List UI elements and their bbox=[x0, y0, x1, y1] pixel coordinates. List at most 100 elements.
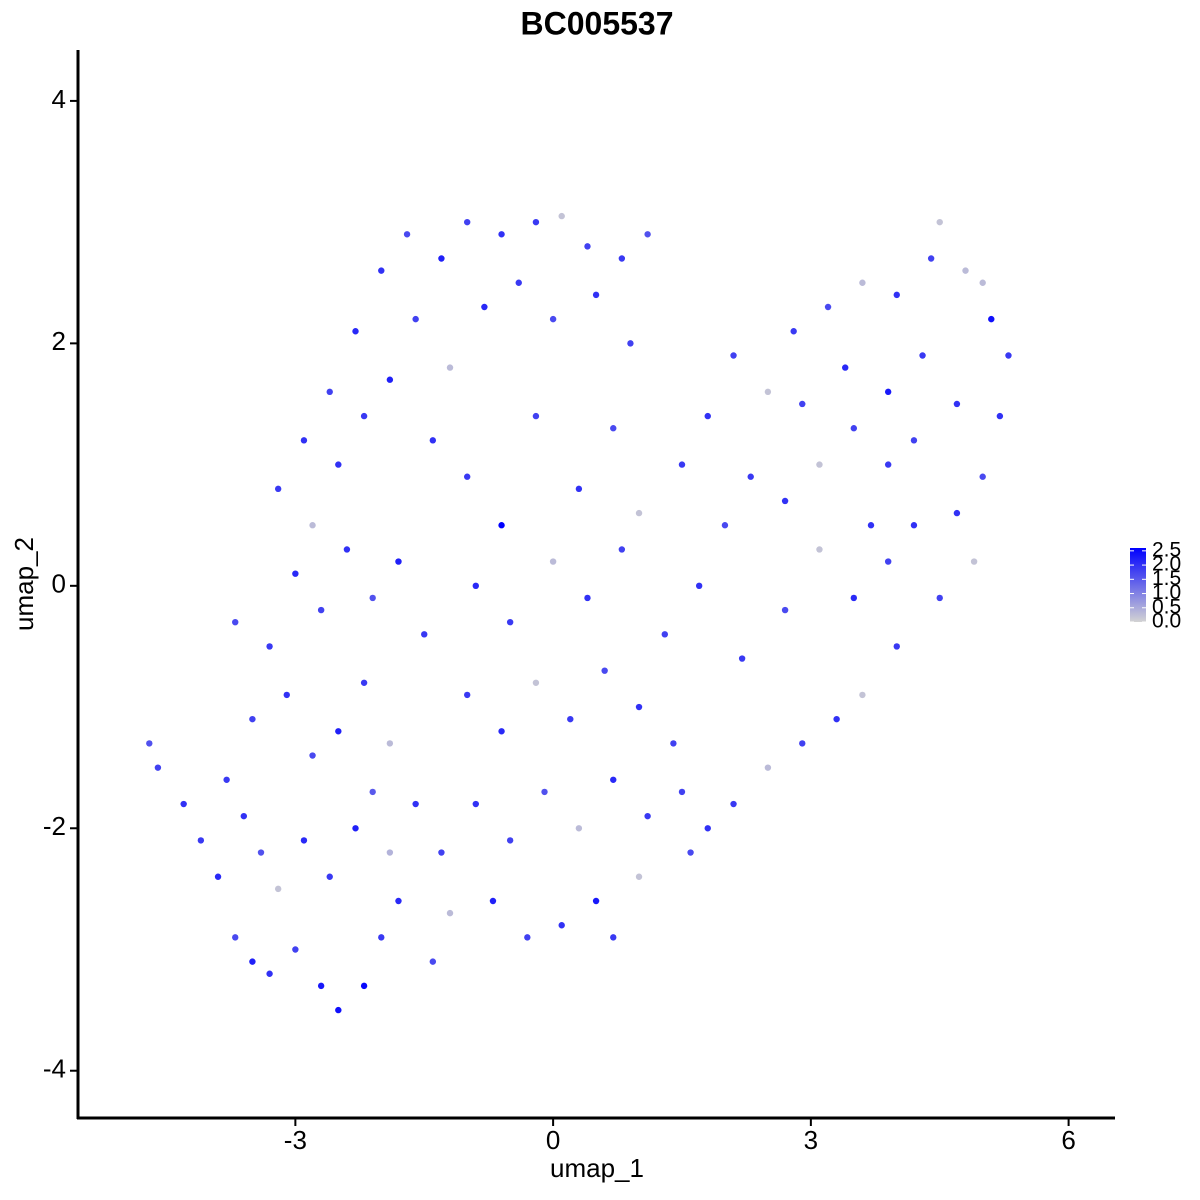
point bbox=[335, 1006, 342, 1014]
point bbox=[240, 812, 248, 820]
point bbox=[618, 546, 626, 553]
point bbox=[326, 388, 333, 396]
point bbox=[335, 728, 342, 735]
point bbox=[670, 740, 677, 747]
point bbox=[352, 328, 359, 335]
point bbox=[343, 546, 351, 553]
point bbox=[532, 218, 540, 226]
point bbox=[532, 412, 540, 420]
point bbox=[644, 231, 651, 238]
colorbar bbox=[1130, 548, 1146, 622]
point bbox=[386, 376, 394, 383]
point bbox=[257, 849, 265, 856]
point bbox=[549, 558, 557, 565]
point bbox=[575, 825, 583, 832]
point bbox=[403, 231, 411, 238]
point bbox=[610, 776, 617, 783]
point bbox=[498, 522, 505, 529]
point bbox=[266, 970, 273, 977]
colorbar-label: 1.5 bbox=[1152, 567, 1181, 590]
point bbox=[1005, 352, 1012, 359]
point bbox=[146, 740, 153, 747]
point bbox=[283, 691, 290, 699]
point bbox=[395, 558, 402, 565]
y-tick-label: 4 bbox=[52, 84, 66, 114]
point bbox=[635, 509, 643, 517]
point bbox=[300, 837, 308, 844]
colorbar-label: 0.5 bbox=[1152, 595, 1181, 618]
point bbox=[704, 825, 711, 832]
point bbox=[214, 873, 222, 880]
point bbox=[910, 437, 918, 444]
point bbox=[498, 231, 505, 238]
point bbox=[850, 425, 858, 432]
point bbox=[395, 897, 402, 905]
point bbox=[524, 934, 531, 941]
point bbox=[429, 437, 437, 444]
point bbox=[352, 825, 359, 832]
point bbox=[180, 800, 187, 808]
point bbox=[730, 800, 737, 808]
point bbox=[764, 388, 772, 396]
point bbox=[438, 255, 445, 262]
point bbox=[292, 570, 299, 577]
point bbox=[601, 667, 608, 674]
point bbox=[884, 388, 892, 396]
point bbox=[249, 715, 256, 723]
point bbox=[764, 764, 772, 771]
point bbox=[232, 618, 239, 626]
point bbox=[223, 776, 230, 783]
point bbox=[996, 412, 1004, 420]
point bbox=[463, 691, 471, 699]
point bbox=[309, 522, 316, 529]
point bbox=[644, 812, 651, 820]
point bbox=[970, 558, 978, 565]
point bbox=[541, 788, 548, 796]
point bbox=[360, 412, 368, 420]
points bbox=[146, 212, 1012, 1014]
point bbox=[936, 594, 943, 602]
point bbox=[309, 752, 316, 759]
colorbar-label: 1.0 bbox=[1152, 581, 1181, 604]
point bbox=[292, 946, 299, 953]
point bbox=[232, 934, 239, 941]
point bbox=[463, 218, 471, 226]
point bbox=[197, 837, 205, 844]
point bbox=[824, 303, 832, 311]
point bbox=[884, 558, 892, 565]
chart-title: BC005537 bbox=[521, 5, 674, 41]
point bbox=[936, 218, 943, 226]
point bbox=[833, 715, 840, 723]
point bbox=[635, 873, 643, 880]
y-tick-label: -2 bbox=[43, 811, 66, 841]
colorbar-label: 2.5 bbox=[1152, 538, 1181, 561]
point bbox=[378, 934, 385, 941]
x-tick-label: 6 bbox=[1061, 1125, 1075, 1155]
point bbox=[781, 497, 789, 505]
point bbox=[859, 691, 866, 699]
point bbox=[661, 631, 669, 638]
point bbox=[438, 849, 445, 856]
point bbox=[842, 364, 849, 371]
point bbox=[738, 655, 746, 662]
point bbox=[816, 461, 823, 468]
point bbox=[506, 618, 514, 626]
point bbox=[979, 279, 986, 286]
point bbox=[988, 315, 995, 323]
point bbox=[610, 425, 617, 432]
point bbox=[386, 740, 394, 747]
point bbox=[360, 982, 368, 990]
point bbox=[893, 643, 900, 650]
point bbox=[704, 412, 711, 420]
point bbox=[790, 328, 797, 335]
point bbox=[635, 703, 643, 711]
point bbox=[369, 594, 376, 602]
point bbox=[446, 909, 454, 917]
point bbox=[867, 522, 875, 529]
point bbox=[360, 679, 368, 686]
x-tick-label: -3 bbox=[284, 1125, 307, 1155]
point bbox=[463, 473, 471, 480]
point bbox=[429, 958, 437, 965]
point bbox=[317, 982, 325, 990]
